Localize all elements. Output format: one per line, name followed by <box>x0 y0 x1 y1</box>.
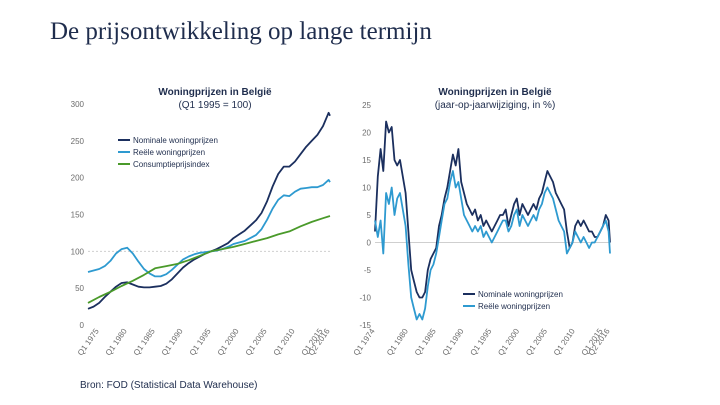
right-chart-xtick-label: Q1 1990 <box>441 327 466 358</box>
right-chart-series-line-1 <box>374 120 611 299</box>
left-chart-ytick-label: 200 <box>71 174 85 183</box>
right-chart-xtick-label: Q1 2010 <box>552 327 577 358</box>
right-chart-ytick-label: 15 <box>362 156 371 165</box>
left-chart-legend-label: Nominale woningprijzen <box>133 136 218 145</box>
left-chart-xtick-label: Q1 1990 <box>160 327 185 358</box>
right-chart-xtick-label: Q1 1974 <box>352 327 377 358</box>
left-chart-ytick-label: 50 <box>75 284 84 293</box>
right-chart-ytick-label: -10 <box>359 294 371 303</box>
slide-title: De prijsontwikkeling op lange termijn <box>50 18 432 45</box>
right-chart-legend-label: Reële woningprijzen <box>478 302 550 311</box>
right-chart-ytick-label: -15 <box>359 321 371 330</box>
left-chart-title: Woningprijzen in België <box>158 87 272 98</box>
right-chart-xtick-label: Q1 2000 <box>496 327 521 358</box>
left-chart-series-line-2 <box>87 179 331 278</box>
chart-house-price-index: Woningprijzen in België (Q1 1995 = 100) 0 5… <box>71 87 332 358</box>
left-chart-ytick-label: 250 <box>71 137 85 146</box>
left-chart-ytick-label: 100 <box>71 247 85 256</box>
left-chart-ytick-label: 300 <box>71 100 85 109</box>
right-chart-series-line-2 <box>374 170 611 321</box>
left-chart-xtick-label: Q1 1985 <box>132 327 157 358</box>
left-chart-xtick-label: Q1 2010 <box>272 327 297 358</box>
left-chart-xtick-label: Q1 1995 <box>188 327 213 358</box>
left-chart-subtitle: (Q1 1995 = 100) <box>178 100 251 111</box>
left-chart-xtick-label: Q1 1980 <box>104 327 129 358</box>
right-chart-ytick-label: -5 <box>364 266 372 275</box>
right-chart-xtick-label: Q1 1985 <box>413 327 438 358</box>
left-chart-ytick-label: 0 <box>80 321 85 330</box>
left-chart-legend-label: Reële woningprijzen <box>133 148 205 157</box>
right-chart-xtick-label: Q1 1995 <box>468 327 493 358</box>
right-chart-ytick-label: 20 <box>362 129 371 138</box>
left-chart-xtick-label: Q1 1975 <box>76 327 101 358</box>
right-chart-xtick-label: Q1 1980 <box>385 327 410 358</box>
right-chart-legend-label: Nominale woningprijzen <box>478 290 563 299</box>
left-chart-series-line-3 <box>87 215 331 304</box>
chart-house-price-yoy-change: Woningprijzen in België (jaar-op-jaarwijz… <box>352 87 612 358</box>
left-chart-xtick-label: Q1 2005 <box>244 327 269 358</box>
left-chart-legend-label: Consumptieprijsindex <box>133 160 209 169</box>
right-chart-title: Woningprijzen in België <box>438 87 552 98</box>
right-chart-subtitle: (jaar-op-jaarwijziging, in %) <box>435 100 556 111</box>
right-chart-xtick-label: Q1 2005 <box>524 327 549 358</box>
right-chart-ytick-label: 0 <box>367 239 372 248</box>
right-chart-ytick-label: 5 <box>367 211 372 220</box>
left-chart-xtick-label: Q1 2000 <box>216 327 241 358</box>
source-note: Bron: FOD (Statistical Data Warehouse) <box>80 380 258 391</box>
right-chart-ytick-label: 25 <box>362 101 371 110</box>
right-chart-ytick-label: 10 <box>362 184 371 193</box>
left-chart-ytick-label: 150 <box>71 211 85 220</box>
